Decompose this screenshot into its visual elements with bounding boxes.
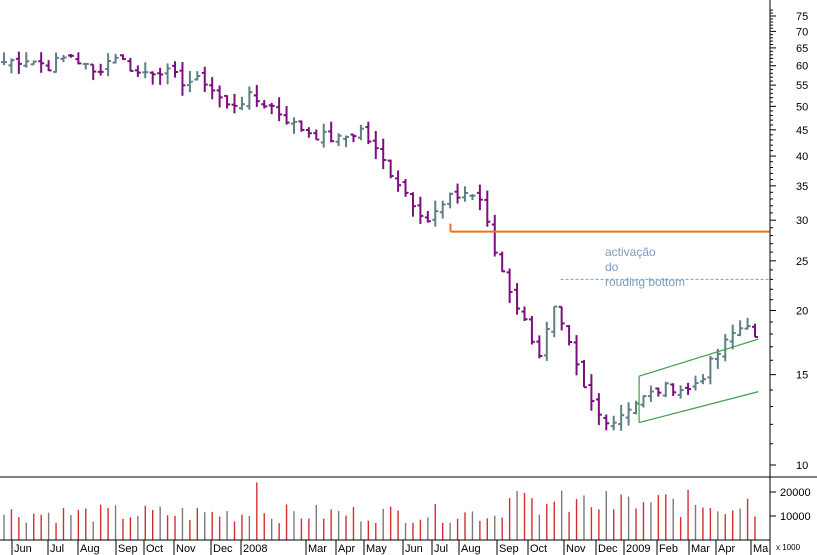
price-tick-label: 55 (796, 80, 808, 92)
channel-upper (638, 338, 759, 377)
annotation-line-3: rouding bottom (605, 275, 685, 289)
month-label: Mar (691, 543, 710, 555)
price-tick-label: 60 (796, 61, 808, 73)
month-label: Sep (499, 543, 519, 555)
month-label: Jul (434, 543, 448, 555)
price-bars (1, 51, 758, 431)
month-label: Aug (80, 543, 100, 555)
price-tick-label: 75 (796, 11, 808, 23)
month-label: Nov (176, 543, 196, 555)
price-levels (449, 223, 770, 280)
volume-axis: 10000 20000 (770, 487, 811, 523)
channel-lower (638, 391, 759, 424)
month-label: 2008 (243, 543, 267, 555)
month-label: Apr (338, 543, 355, 555)
price-tick-label: 45 (796, 125, 808, 137)
month-label: May (366, 543, 387, 555)
price-tick-label: 65 (796, 43, 808, 55)
price-tick-label: 15 (796, 370, 808, 382)
annotation-line-2: do (605, 260, 619, 274)
month-label: Jul (50, 543, 64, 555)
month-label: Oct (530, 543, 547, 555)
time-axis: Jun Jul Aug Sep Oct Nov Dec 2008 Mar Apr May Jun Jul… (11, 540, 769, 555)
volume-tick-label: 20000 (780, 487, 811, 499)
month-label: Dec (213, 543, 233, 555)
month-label: Ma (753, 543, 769, 555)
month-label: Dec (598, 543, 618, 555)
trend-channel (638, 338, 759, 424)
price-tick-label: 30 (796, 215, 808, 227)
month-label: Apr (718, 543, 735, 555)
month-label: Oct (146, 543, 163, 555)
price-tick-label: 70 (796, 26, 808, 38)
annotation-line-1: activação (605, 245, 656, 259)
price-tick-label: 25 (796, 256, 808, 268)
month-label: Jun (405, 543, 423, 555)
price-tick-label: 20 (796, 306, 808, 318)
month-label: Aug (461, 543, 481, 555)
price-axis: 10 15 20 25 30 35 40 45 50 55 60 65 70 75 (770, 9, 808, 472)
month-label: Mar (308, 543, 327, 555)
price-tick-label: 50 (796, 101, 808, 113)
price-tick-label: 35 (796, 181, 808, 193)
price-tick-label: 10 (796, 460, 808, 472)
volume-bars (3, 482, 756, 540)
month-label: Sep (118, 543, 138, 555)
month-label: 2009 (626, 543, 650, 555)
volume-tick-label: 10000 (780, 511, 811, 523)
price-tick-label: 40 (796, 151, 808, 163)
month-label: Nov (566, 543, 586, 555)
annotation: activação do rouding bottom (605, 245, 685, 289)
month-label: Jun (14, 543, 32, 555)
volume-unit-label: x 1000 (776, 543, 801, 552)
month-label: Feb (659, 543, 678, 555)
